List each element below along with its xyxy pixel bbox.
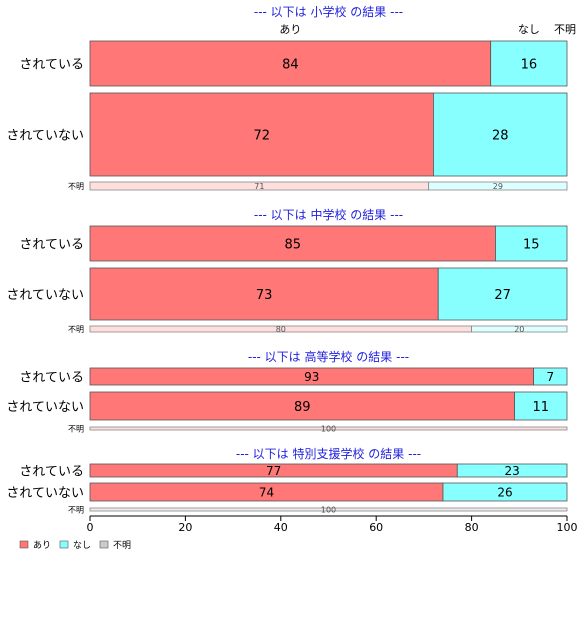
bar-segment [89,507,568,512]
group-title: --- 以下は 中学校 の結果 --- [254,207,403,222]
bar-segment [533,367,568,386]
data-label: 23 [505,464,520,478]
data-label: 16 [521,57,538,72]
row-label: されていない [6,288,84,303]
data-label: 11 [532,400,549,415]
row-label: されている [19,58,84,73]
bar-segment [437,267,568,321]
data-label: 74 [259,486,274,500]
data-label: 29 [493,182,503,191]
data-label: 27 [494,288,511,303]
data-label: 80 [276,325,286,334]
bar-segment [428,181,568,191]
row-label-unknown: 不明 [68,182,84,191]
legend-label: なし [73,540,91,551]
data-label: 85 [284,237,301,252]
x-tick-label: 0 [87,521,94,534]
data-label: 73 [256,288,273,303]
data-label: 7 [546,370,554,384]
bar-segment [89,391,515,421]
bar-segment [495,225,568,262]
legend-swatch [19,540,29,549]
row-label-unknown: 不明 [68,425,84,434]
row-label-unknown: 不明 [68,325,84,334]
x-tick-label: 100 [557,521,578,534]
row-label: されていない [6,400,84,415]
x-tick-label: 40 [274,521,288,534]
group-title: --- 以下は 特別支援学校 の結果 --- [236,446,421,461]
bar-segment [471,325,568,333]
bar-segment [456,463,568,478]
group-title: --- 以下は 高等学校 の結果 --- [248,349,409,364]
bar-segment [89,426,568,431]
bar-segment [89,225,496,262]
x-tick-label: 80 [465,521,479,534]
row-label: されていない [6,486,84,501]
column-header: 不明 [554,23,576,36]
group-title: --- 以下は 小学校 の結果 --- [254,4,403,19]
data-label: 26 [497,486,512,500]
bar-segment [490,40,568,87]
row-label: されている [19,371,84,386]
bar-segment [442,482,568,502]
data-label: 15 [523,237,540,252]
legend-swatch [59,540,69,549]
bar-segment [433,92,568,177]
column-header: あり [279,23,301,36]
row-label-unknown: 不明 [68,506,84,515]
data-label: 84 [282,57,299,72]
data-label: 71 [254,182,264,191]
row-label: されている [19,465,84,480]
data-label: 100 [321,425,336,434]
bar-segment [514,391,568,421]
data-label: 93 [304,370,319,384]
legend-swatch [99,540,109,549]
data-label: 100 [321,506,336,515]
data-label: 77 [266,464,281,478]
column-header: なし [518,23,540,36]
bar-segment [89,267,439,321]
legend-label: あり [33,540,51,551]
bar-segment [89,92,434,177]
legend-label: 不明 [113,540,131,551]
data-label: 28 [492,128,509,143]
data-label: 72 [253,128,270,143]
row-label: されている [19,238,84,253]
x-tick-label: 60 [369,521,383,534]
bar-segment [89,40,492,87]
data-label: 20 [514,325,524,334]
row-label: されていない [6,129,84,144]
x-tick-label: 20 [178,521,192,534]
data-label: 89 [294,400,311,415]
